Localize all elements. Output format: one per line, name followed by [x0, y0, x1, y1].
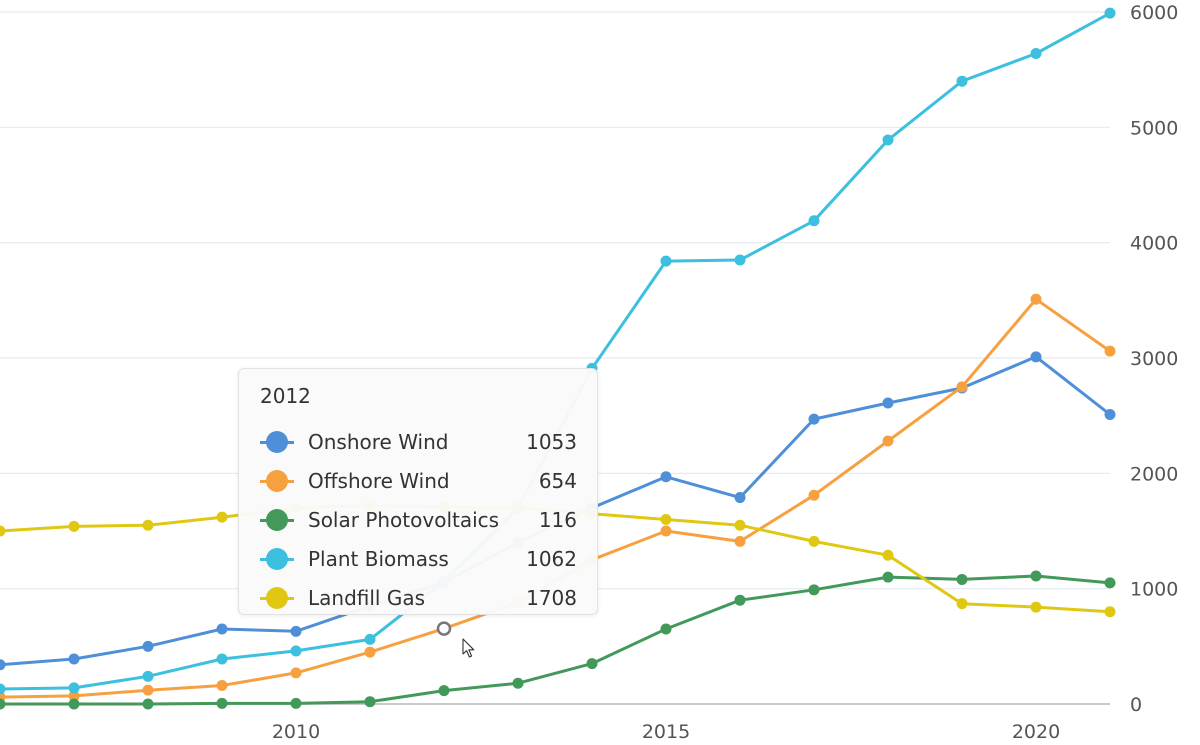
data-point — [660, 471, 672, 483]
y-tick-label: 4000 — [1130, 233, 1178, 255]
data-point — [1104, 7, 1116, 19]
data-point — [0, 683, 6, 695]
series-marker-icon — [260, 508, 294, 531]
tooltip-series-value: 654 — [538, 468, 577, 493]
data-point — [734, 492, 746, 504]
data-point — [1104, 409, 1116, 421]
data-point — [882, 435, 894, 447]
data-point — [660, 513, 672, 525]
y-tick-label: 5000 — [1130, 117, 1178, 139]
series-marker-icon — [260, 430, 294, 453]
data-point — [216, 653, 228, 665]
data-point — [438, 685, 450, 697]
data-point — [142, 684, 154, 696]
data-point — [734, 535, 746, 547]
hovered-data-point — [436, 621, 452, 636]
data-point — [1030, 293, 1042, 305]
data-point — [882, 397, 894, 409]
data-point — [0, 525, 6, 537]
data-point — [1030, 48, 1042, 60]
data-point — [1030, 601, 1042, 613]
tooltip-row: Offshore Wind 654 — [260, 461, 577, 500]
x-tick-label: 2020 — [1012, 721, 1060, 743]
chart-tooltip: 2012 Onshore Wind 1053 Offshore Wind 654 Sol… — [238, 368, 598, 615]
data-point — [808, 584, 820, 596]
tooltip-series-name: Solar Photovoltaics — [308, 507, 500, 532]
data-point — [956, 573, 968, 585]
data-point — [68, 520, 80, 532]
data-point — [956, 381, 968, 393]
data-point — [734, 519, 746, 531]
data-point — [0, 659, 6, 671]
data-point — [216, 680, 228, 692]
tooltip-series-name: Onshore Wind — [308, 429, 449, 454]
data-point — [808, 413, 820, 425]
y-tick-label: 0 — [1130, 694, 1142, 716]
data-point — [290, 697, 302, 709]
data-point — [290, 645, 302, 657]
data-point — [1030, 570, 1042, 582]
y-tick-label: 3000 — [1130, 348, 1178, 370]
data-point — [882, 549, 894, 561]
tooltip-title: 2012 — [260, 384, 311, 408]
series-marker-icon — [260, 547, 294, 570]
data-point — [68, 698, 80, 710]
data-point — [734, 594, 746, 606]
data-point — [660, 525, 672, 537]
series-marker-icon — [260, 469, 294, 492]
data-point — [68, 682, 80, 694]
data-point — [1104, 606, 1116, 618]
y-tick-label: 2000 — [1130, 463, 1178, 485]
tooltip-series-name: Plant Biomass — [308, 546, 449, 571]
series-marker-icon — [260, 586, 294, 609]
tooltip-series-value: 1053 — [526, 429, 577, 454]
data-point — [290, 625, 302, 637]
tooltip-series-value: 1708 — [526, 585, 577, 610]
y-tick-label: 6000 — [1130, 2, 1178, 24]
tooltip-series-name: Landfill Gas — [308, 585, 426, 610]
data-point — [68, 690, 80, 702]
tooltip-series-value: 1062 — [526, 546, 577, 571]
data-point — [364, 646, 376, 658]
data-point — [808, 489, 820, 501]
y-tick-label: 1000 — [1130, 579, 1178, 601]
data-point — [216, 697, 228, 709]
mouse-cursor-icon — [462, 638, 475, 658]
data-point — [68, 653, 80, 665]
data-point — [0, 698, 6, 710]
data-point — [882, 134, 894, 146]
data-point — [1104, 577, 1116, 589]
data-point — [142, 698, 154, 710]
data-point — [1030, 351, 1042, 363]
data-point — [882, 571, 894, 583]
data-point — [660, 623, 672, 635]
tooltip-row: Onshore Wind 1053 — [260, 422, 577, 461]
data-point — [216, 511, 228, 523]
tooltip-row: Plant Biomass 1062 — [260, 539, 577, 578]
data-point — [142, 670, 154, 682]
data-point — [586, 658, 598, 670]
data-point — [808, 535, 820, 547]
x-tick-label: 2010 — [272, 721, 320, 743]
data-point — [142, 519, 154, 531]
data-point — [216, 623, 228, 635]
x-tick-label: 2015 — [642, 721, 690, 743]
tooltip-series-name: Offshore Wind — [308, 468, 450, 493]
tooltip-row: Landfill Gas 1708 — [260, 578, 577, 617]
data-point — [364, 633, 376, 645]
data-point — [142, 640, 154, 652]
tooltip-series-value: 116 — [538, 507, 577, 532]
data-point — [734, 254, 746, 266]
data-point — [512, 677, 524, 689]
data-point — [956, 75, 968, 87]
data-point — [808, 215, 820, 227]
data-point — [956, 598, 968, 610]
data-point — [660, 255, 672, 267]
data-point — [1104, 345, 1116, 357]
data-point — [290, 667, 302, 679]
data-point — [364, 696, 376, 708]
tooltip-row: Solar Photovoltaics 116 — [260, 500, 577, 539]
tooltip-rows: Onshore Wind 1053 Offshore Wind 654 Solar Ph… — [260, 422, 577, 617]
